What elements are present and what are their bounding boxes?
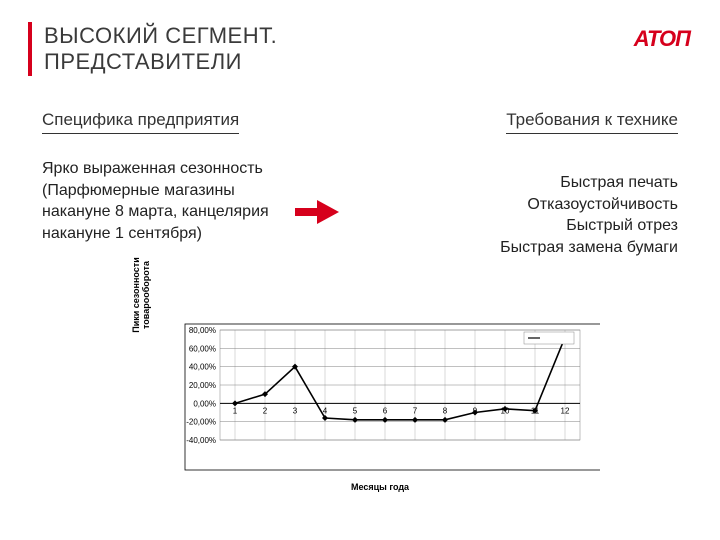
- right-body-text: Быстрая печать Отказоустойчивость Быстры…: [357, 158, 678, 258]
- req-item: Быстрая печать: [357, 172, 678, 194]
- svg-text:1: 1: [233, 406, 238, 415]
- left-body-text: Ярко выраженная сезонность (Парфюмерные …: [42, 158, 277, 244]
- svg-text:80,00%: 80,00%: [189, 326, 216, 335]
- brand-logo: ATOП: [634, 26, 690, 52]
- svg-text:3: 3: [293, 406, 298, 415]
- svg-text:60,00%: 60,00%: [189, 344, 216, 353]
- svg-text:-20,00%: -20,00%: [186, 418, 216, 427]
- svg-text:20,00%: 20,00%: [189, 381, 216, 390]
- arrow-right-icon: [295, 200, 339, 224]
- svg-text:6: 6: [383, 406, 388, 415]
- req-item: Быстрый отрез: [357, 215, 678, 237]
- svg-text:2: 2: [263, 406, 268, 415]
- chart-svg: -40,00% -20,00% 0,00% 20,00% 40,00% 60,00% 80,…: [160, 320, 600, 480]
- seasonality-chart: Пики сезонности товарооборота -40,00%-20…: [160, 320, 600, 490]
- title-line-2: ПРЕДСТАВИТЕЛИ: [44, 49, 277, 75]
- title-bar: ВЫСОКИЙ СЕГМЕНТ. ПРЕДСТАВИТЕЛИ: [28, 22, 277, 76]
- col-right-heading: Требования к технике: [506, 110, 678, 134]
- svg-text:40,00%: 40,00%: [189, 363, 216, 372]
- chart-ylabel: Пики сезонности товарооборота: [132, 240, 152, 350]
- svg-text:5: 5: [353, 406, 358, 415]
- svg-text:8: 8: [443, 406, 448, 415]
- svg-text:0,00%: 0,00%: [193, 399, 216, 408]
- svg-text:7: 7: [413, 406, 418, 415]
- col-left-heading: Специфика предприятия: [42, 110, 239, 134]
- column-headings: Специфика предприятия Требования к техни…: [42, 110, 678, 134]
- title-line-1: ВЫСОКИЙ СЕГМЕНТ.: [44, 23, 277, 49]
- req-item: Отказоустойчивость: [357, 194, 678, 216]
- chart-xlabel: Месяцы года: [160, 482, 600, 492]
- arrow-wrap: [277, 158, 357, 224]
- req-item: Быстрая замена бумаги: [357, 237, 678, 259]
- svg-text:-40,00%: -40,00%: [186, 436, 216, 445]
- svg-text:12: 12: [561, 406, 570, 415]
